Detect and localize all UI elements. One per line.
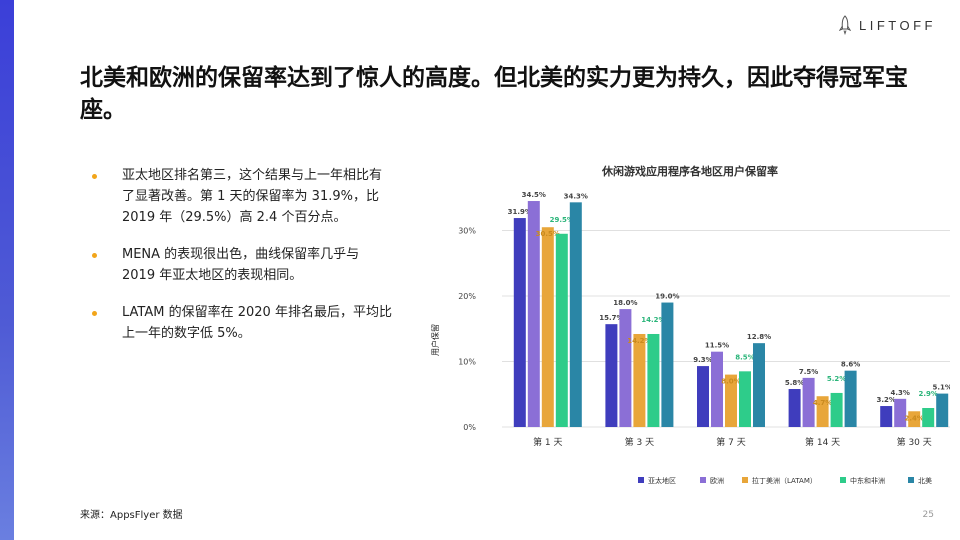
bullet-text: 亚太地区排名第三，这个结果与上一年相比有了显著改善。第 1 天的保留率为 31.… bbox=[122, 168, 383, 225]
bullet-text: LATAM 的保留率在 2020 年排名最后，平均比上一年的数字低 5%。 bbox=[122, 305, 392, 341]
page-number: 25 bbox=[922, 510, 934, 520]
data-label: 14.2% bbox=[641, 316, 665, 324]
data-label: 7.5% bbox=[799, 368, 818, 376]
legend-swatch bbox=[840, 477, 846, 483]
data-label: 5.1% bbox=[932, 384, 950, 392]
data-label: 2.4% bbox=[904, 414, 923, 422]
bar bbox=[830, 392, 843, 427]
data-label: 18.0% bbox=[613, 299, 637, 307]
bar bbox=[936, 393, 949, 427]
legend-label: 中东和非洲 bbox=[850, 476, 885, 485]
data-label: 29.5% bbox=[550, 216, 574, 224]
bar bbox=[739, 371, 751, 427]
bar bbox=[569, 202, 582, 427]
page-title: 北美和欧洲的保留率达到了惊人的高度。但北美的实力更为持久，因此夺得冠军宝座。 bbox=[80, 65, 908, 123]
x-tick-label: 第 3 天 bbox=[625, 436, 654, 448]
data-label: 34.3% bbox=[564, 192, 588, 200]
bar bbox=[513, 218, 526, 427]
data-label: 5.2% bbox=[827, 375, 846, 383]
data-label: 30.5% bbox=[536, 230, 560, 238]
bullet-dot-icon bbox=[92, 311, 97, 316]
data-label: 12.8% bbox=[747, 333, 771, 341]
bar bbox=[844, 370, 857, 427]
bullet-dot-icon bbox=[92, 253, 97, 258]
legend-label: 拉丁美洲（LATAM） bbox=[752, 476, 817, 485]
bar bbox=[753, 343, 765, 427]
bar bbox=[541, 227, 554, 427]
legend-label: 欧洲 bbox=[710, 476, 724, 485]
logo-text: LIFTOFF bbox=[859, 17, 936, 33]
data-label: 8.6% bbox=[841, 361, 860, 369]
y-axis-label: 用户保留 bbox=[430, 324, 440, 356]
legend-label: 亚太地区 bbox=[648, 476, 676, 485]
bar bbox=[880, 406, 893, 427]
bar bbox=[555, 233, 568, 427]
data-label: 4.3% bbox=[890, 389, 909, 397]
x-tick-label: 第 7 天 bbox=[716, 436, 745, 448]
bar bbox=[894, 398, 907, 427]
bullet-list: 亚太地区排名第三，这个结果与上一年相比有了显著改善。第 1 天的保留率为 31.… bbox=[92, 165, 392, 360]
x-tick-label: 第 1 天 bbox=[533, 436, 562, 448]
bar bbox=[527, 201, 540, 427]
bar bbox=[711, 351, 723, 427]
y-tick-label: 30% bbox=[458, 227, 476, 236]
retention-bar-chart: 休闲游戏应用程序各地区用户保留率 0% 10% 20% 30% 用户保留 31.9% 34.5… bbox=[430, 164, 950, 485]
legend-swatch bbox=[700, 477, 706, 483]
data-label: 34.5% bbox=[522, 191, 546, 199]
y-tick-label: 0% bbox=[463, 423, 476, 432]
data-label: 9.3% bbox=[693, 356, 712, 364]
bar bbox=[697, 366, 709, 427]
bar bbox=[661, 302, 674, 427]
bar bbox=[802, 377, 815, 427]
data-label: 2.9% bbox=[918, 390, 937, 398]
data-label: 8.0% bbox=[721, 378, 740, 386]
bar bbox=[647, 333, 660, 427]
legend-swatch bbox=[742, 477, 748, 483]
bullet-item: LATAM 的保留率在 2020 年排名最后，平均比上一年的数字低 5%。 bbox=[92, 302, 392, 344]
bar bbox=[605, 324, 618, 427]
data-label: 19.0% bbox=[655, 293, 679, 301]
bullet-text: MENA 的表现很出色，曲线保留率几乎与 2019 年亚太地区的表现相同。 bbox=[122, 247, 360, 283]
bar bbox=[908, 411, 921, 427]
data-label: 4.7% bbox=[813, 399, 832, 407]
data-label: 8.5% bbox=[735, 353, 754, 361]
bar bbox=[788, 389, 801, 427]
legend-label: 北美 bbox=[918, 476, 932, 485]
data-label: 31.9% bbox=[508, 208, 532, 216]
data-label: 14.2% bbox=[627, 337, 651, 345]
x-tick-label: 第 14 天 bbox=[805, 436, 840, 448]
y-tick-label: 20% bbox=[458, 292, 476, 301]
data-label: 15.7% bbox=[599, 314, 623, 322]
left-accent-bar bbox=[0, 0, 14, 540]
source-note: 来源：AppsFlyer 数据 bbox=[80, 510, 183, 521]
x-tick-label: 第 30 天 bbox=[897, 436, 932, 448]
bullet-dot-icon bbox=[92, 174, 97, 179]
chart-title: 休闲游戏应用程序各地区用户保留率 bbox=[601, 164, 778, 178]
data-label: 11.5% bbox=[705, 342, 729, 350]
bar bbox=[619, 309, 632, 427]
bullet-item: MENA 的表现很出色，曲线保留率几乎与 2019 年亚太地区的表现相同。 bbox=[92, 244, 392, 286]
legend-swatch bbox=[638, 477, 644, 483]
data-label: 3.2% bbox=[876, 396, 895, 404]
bullet-item: 亚太地区排名第三，这个结果与上一年相比有了显著改善。第 1 天的保留率为 31.… bbox=[92, 165, 392, 228]
bar bbox=[922, 408, 935, 427]
bar bbox=[725, 374, 737, 427]
y-tick-label: 10% bbox=[458, 358, 476, 367]
bar bbox=[816, 396, 829, 427]
liftoff-logo: LIFTOFF bbox=[839, 15, 936, 35]
rocket-icon bbox=[839, 15, 852, 35]
bar bbox=[633, 333, 646, 427]
legend-swatch bbox=[908, 477, 914, 483]
data-label: 5.8% bbox=[785, 379, 804, 387]
